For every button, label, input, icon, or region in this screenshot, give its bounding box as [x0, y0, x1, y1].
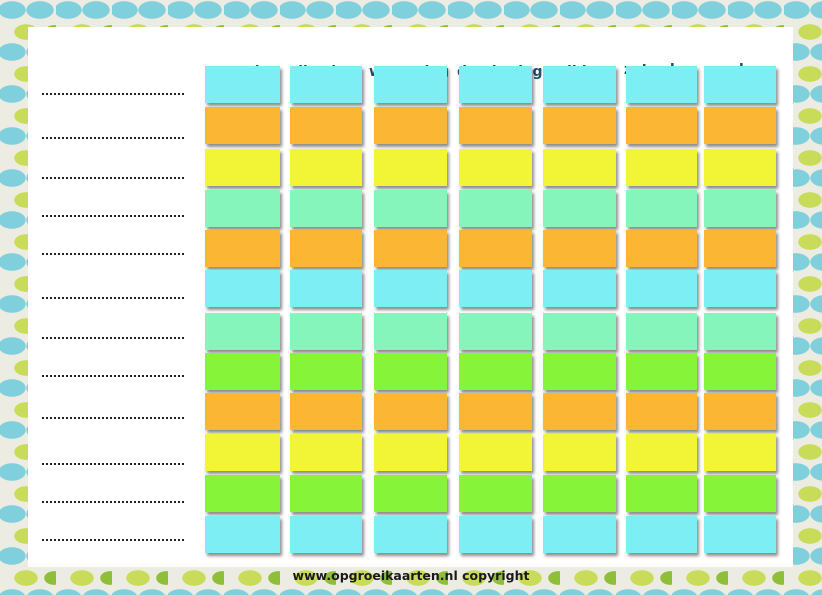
- chart-cell[interactable]: [626, 270, 697, 307]
- chart-cell[interactable]: [205, 107, 280, 144]
- chart-cell[interactable]: [205, 434, 280, 471]
- chart-cell[interactable]: [374, 313, 447, 350]
- chart-cell[interactable]: [459, 393, 532, 430]
- chart-cell[interactable]: [459, 66, 532, 103]
- name-line[interactable]: [42, 337, 184, 339]
- chart-cell[interactable]: [205, 475, 280, 512]
- chart-cell[interactable]: [459, 149, 532, 186]
- chart-cell[interactable]: [704, 107, 776, 144]
- chart-cell[interactable]: [543, 393, 616, 430]
- name-line[interactable]: [42, 417, 184, 419]
- chart-cell[interactable]: [374, 230, 447, 267]
- footer-copyright: www.opgroeikaarten.nl copyright: [292, 568, 530, 583]
- chart-cell[interactable]: [290, 107, 362, 144]
- chart-cell[interactable]: [704, 313, 776, 350]
- chart-cell[interactable]: [205, 393, 280, 430]
- chart-cell[interactable]: [626, 313, 697, 350]
- chart-cell[interactable]: [290, 434, 362, 471]
- chart-cell[interactable]: [290, 353, 362, 390]
- chart-cell[interactable]: [374, 270, 447, 307]
- chart-panel: maandagdinsdagwoensdagdonderdagvrijdagza…: [28, 27, 793, 567]
- chart-cell[interactable]: [543, 313, 616, 350]
- chart-cell[interactable]: [290, 270, 362, 307]
- chart-cell[interactable]: [626, 190, 697, 227]
- name-line[interactable]: [42, 253, 184, 255]
- chart-cell[interactable]: [205, 353, 280, 390]
- chart-cell[interactable]: [374, 393, 447, 430]
- chart-cell[interactable]: [459, 475, 532, 512]
- chart-cell[interactable]: [374, 475, 447, 512]
- chart-cell[interactable]: [290, 149, 362, 186]
- chart-cell[interactable]: [626, 107, 697, 144]
- chart-cell[interactable]: [543, 270, 616, 307]
- chart-cell[interactable]: [626, 516, 697, 553]
- chart-cell[interactable]: [543, 516, 616, 553]
- chart-cell[interactable]: [704, 353, 776, 390]
- chart-cell[interactable]: [704, 393, 776, 430]
- chart-cell[interactable]: [459, 107, 532, 144]
- chart-cell[interactable]: [626, 230, 697, 267]
- chart-cell[interactable]: [374, 516, 447, 553]
- chart-cell[interactable]: [205, 516, 280, 553]
- chart-cell[interactable]: [459, 353, 532, 390]
- chart-cell[interactable]: [543, 66, 616, 103]
- chart-cell[interactable]: [704, 66, 776, 103]
- chart-cell[interactable]: [543, 107, 616, 144]
- chart-cell[interactable]: [704, 434, 776, 471]
- chart-cell[interactable]: [543, 434, 616, 471]
- chart-cell[interactable]: [704, 190, 776, 227]
- chart-cell[interactable]: [459, 313, 532, 350]
- name-line[interactable]: [42, 463, 184, 465]
- name-line[interactable]: [42, 539, 184, 541]
- chart-cell[interactable]: [290, 190, 362, 227]
- chart-cell[interactable]: [626, 66, 697, 103]
- name-line[interactable]: [42, 93, 184, 95]
- chart-cell[interactable]: [459, 190, 532, 227]
- chart-cell[interactable]: [543, 149, 616, 186]
- chart-cell[interactable]: [459, 230, 532, 267]
- chart-cell[interactable]: [543, 230, 616, 267]
- chart-cell[interactable]: [543, 190, 616, 227]
- chart-cell[interactable]: [290, 66, 362, 103]
- chart-cell[interactable]: [704, 516, 776, 553]
- chart-cell[interactable]: [704, 270, 776, 307]
- name-line[interactable]: [42, 215, 184, 217]
- chart-cell[interactable]: [543, 353, 616, 390]
- chart-cell[interactable]: [704, 149, 776, 186]
- chart-cell[interactable]: [290, 393, 362, 430]
- chart-cell[interactable]: [205, 313, 280, 350]
- chart-cell[interactable]: [374, 149, 447, 186]
- chart-cell[interactable]: [374, 434, 447, 471]
- chart-cell[interactable]: [290, 475, 362, 512]
- chart-cell[interactable]: [626, 434, 697, 471]
- chart-cell[interactable]: [459, 516, 532, 553]
- chart-cell[interactable]: [704, 230, 776, 267]
- chart-cell[interactable]: [290, 313, 362, 350]
- chart-cell[interactable]: [626, 149, 697, 186]
- chart-cell[interactable]: [205, 230, 280, 267]
- name-line[interactable]: [42, 177, 184, 179]
- chart-cell[interactable]: [626, 475, 697, 512]
- chart-cell[interactable]: [626, 353, 697, 390]
- chart-cell[interactable]: [543, 475, 616, 512]
- chart-cell[interactable]: [459, 270, 532, 307]
- chart-cell[interactable]: [374, 353, 447, 390]
- chart-cell[interactable]: [374, 107, 447, 144]
- chart-cell[interactable]: [374, 66, 447, 103]
- chart-cell[interactable]: [290, 230, 362, 267]
- chart-cell[interactable]: [704, 475, 776, 512]
- name-line[interactable]: [42, 375, 184, 377]
- name-line[interactable]: [42, 501, 184, 503]
- chart-cell[interactable]: [205, 149, 280, 186]
- chart-cell[interactable]: [626, 393, 697, 430]
- chart-cell[interactable]: [205, 270, 280, 307]
- name-line[interactable]: [42, 137, 184, 139]
- name-line[interactable]: [42, 297, 184, 299]
- chart-cell[interactable]: [290, 516, 362, 553]
- chart-cell[interactable]: [205, 190, 280, 227]
- chart-cell[interactable]: [374, 190, 447, 227]
- chart-cell[interactable]: [205, 66, 280, 103]
- chart-cell[interactable]: [459, 434, 532, 471]
